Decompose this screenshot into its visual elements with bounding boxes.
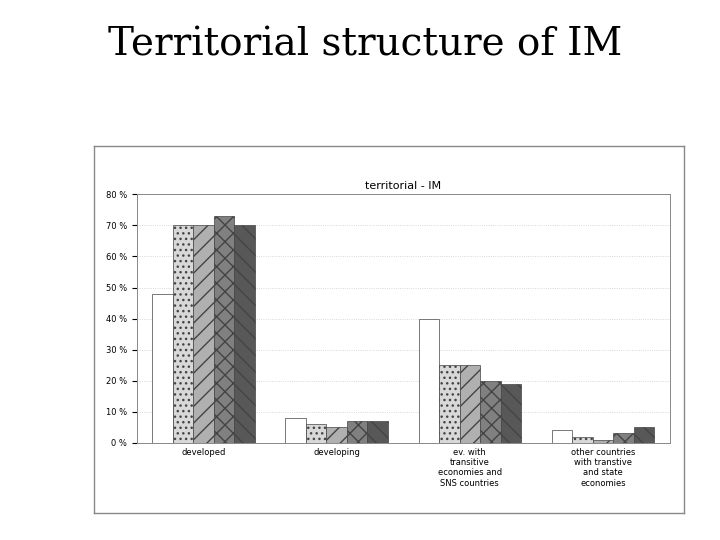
Bar [326,427,347,443]
Bar [306,424,326,443]
Bar [347,421,367,443]
Bar [418,319,439,443]
Bar [593,440,613,443]
Bar [234,225,255,443]
Bar [285,418,306,443]
Bar [214,216,234,443]
Bar [480,381,500,443]
Bar [613,434,634,443]
Bar [152,294,173,443]
Bar [572,436,593,443]
Bar [193,225,214,443]
Bar [439,365,459,443]
Bar [552,430,572,443]
Bar [500,384,521,443]
Bar [459,365,480,443]
Bar [367,421,388,443]
Title: territorial - IM: territorial - IM [365,181,441,191]
Bar [173,225,193,443]
Text: Territorial structure of IM: Territorial structure of IM [108,27,622,64]
Bar [634,427,654,443]
